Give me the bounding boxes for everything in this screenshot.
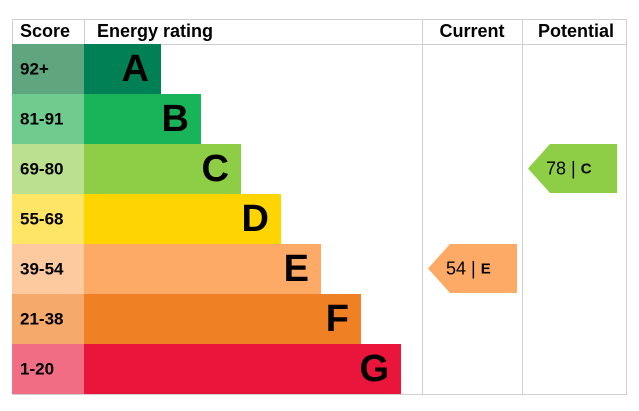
rating-letter: B: [162, 98, 189, 140]
rating-bar: [84, 244, 321, 294]
separator: |: [466, 258, 481, 278]
header-rating: Energy rating: [97, 21, 213, 41]
score-cell: [12, 194, 84, 244]
score-cell: [12, 44, 84, 94]
rating-letter: D: [242, 198, 269, 240]
score-cell: [12, 94, 84, 144]
rating-bar: [84, 144, 241, 194]
arrow-letter: C: [581, 160, 592, 177]
rating-bar: [84, 294, 361, 344]
header-potential: Potential: [538, 21, 614, 41]
score-label: 21-38: [20, 309, 63, 328]
score-cell: [12, 144, 84, 194]
score-label: 55-68: [20, 209, 63, 228]
rating-bar: [84, 344, 401, 394]
arrow-value: 78: [546, 158, 566, 178]
score-cell: [12, 344, 84, 394]
score-cell: [12, 294, 84, 344]
rating-letter: G: [359, 348, 389, 390]
score-label: 1-20: [20, 359, 54, 378]
score-label: 92+: [20, 59, 49, 78]
rating-letter: A: [122, 48, 149, 90]
rating-bar: [84, 94, 201, 144]
rating-letter: F: [326, 298, 349, 340]
score-label: 39-54: [20, 259, 64, 278]
rating-letter: E: [284, 248, 309, 290]
header-score: Score: [20, 21, 70, 41]
rating-letter: C: [202, 148, 229, 190]
rating-bar: [84, 44, 161, 94]
score-cell: [12, 244, 84, 294]
arrow-shape: [428, 244, 517, 293]
current-arrow: 54 | E: [428, 244, 517, 293]
arrow-value: 54: [446, 258, 466, 278]
score-label: 81-91: [20, 109, 63, 128]
arrow-shape: [528, 144, 617, 193]
header-current: Current: [439, 21, 504, 41]
score-label: 69-80: [20, 159, 63, 178]
rating-bar: [84, 194, 281, 244]
separator: |: [566, 158, 581, 178]
arrow-letter: E: [481, 260, 491, 277]
arrow-text: 54 | E: [446, 258, 491, 278]
arrow-text: 78 | C: [546, 158, 592, 178]
potential-arrow: 78 | C: [528, 144, 617, 193]
